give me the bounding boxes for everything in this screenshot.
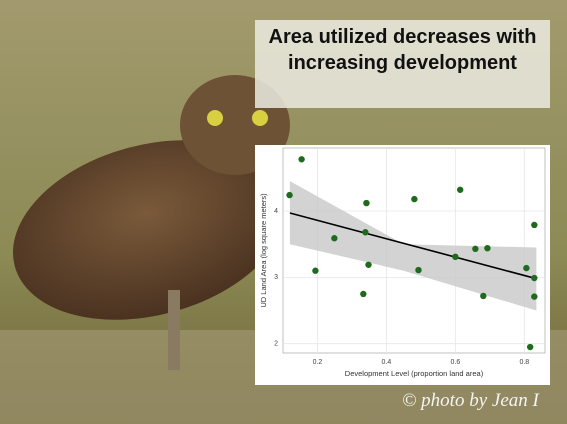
owl-leg	[168, 290, 180, 370]
point	[298, 156, 305, 163]
chart: 0.2 0.4 0.6 0.8 2 3 4 Development Level (propor…	[259, 147, 546, 378]
x-tick-label: 0.2	[313, 359, 323, 366]
x-axis-label: Development Level (proportion land area)	[345, 369, 484, 378]
point	[365, 261, 372, 268]
point	[452, 253, 459, 261]
x-tick-label: 0.6	[451, 359, 461, 366]
point	[526, 343, 534, 351]
point	[415, 266, 422, 274]
owl-body	[12, 140, 288, 320]
point	[480, 292, 487, 300]
point	[411, 195, 418, 203]
point	[362, 229, 369, 236]
y-tick-label: 2	[274, 341, 278, 348]
chart-title: Area utilized decreases with increasing …	[255, 20, 550, 108]
point	[363, 199, 370, 207]
photo-credit: © photo by Jean I	[402, 390, 539, 411]
owl-eye	[252, 110, 268, 126]
point	[531, 221, 538, 229]
point	[531, 274, 538, 282]
fit-line	[289, 212, 537, 280]
x-tick-label: 0.8	[519, 359, 529, 366]
y-axis-label: UD Land Area (log square meters)	[259, 193, 268, 308]
owl-eye	[207, 110, 223, 126]
x-tick-label: 0.4	[382, 359, 392, 366]
point	[331, 235, 338, 242]
y-tick-label: 4	[274, 208, 278, 215]
point	[286, 191, 293, 199]
point	[531, 293, 538, 300]
point	[312, 267, 319, 274]
point	[484, 244, 491, 252]
point	[456, 186, 464, 193]
point	[523, 264, 530, 272]
y-tick-label: 3	[274, 274, 278, 281]
point	[472, 245, 479, 253]
point	[360, 290, 367, 298]
